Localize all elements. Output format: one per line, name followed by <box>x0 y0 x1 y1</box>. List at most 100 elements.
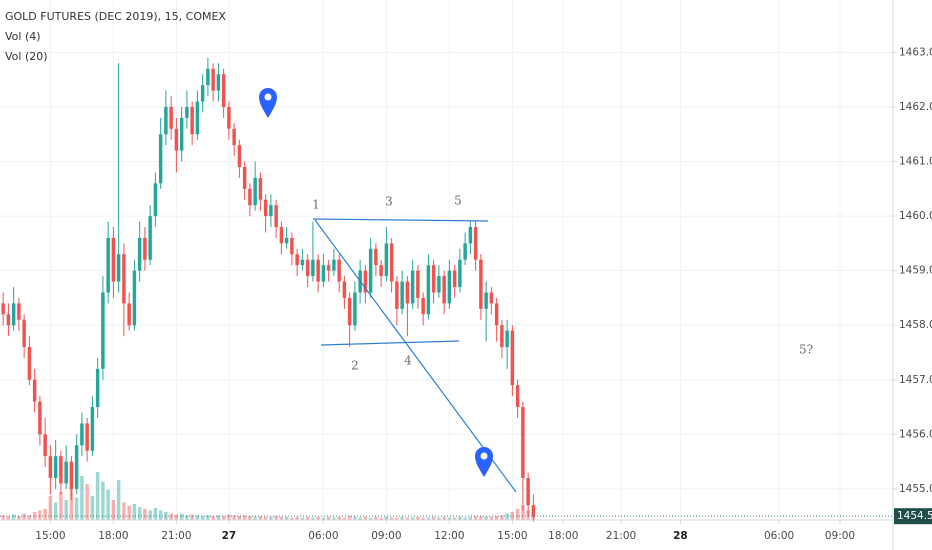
volume-bar <box>284 516 289 520</box>
annotation: 5? <box>799 343 813 357</box>
volume-bar <box>69 488 74 520</box>
candle-body <box>405 281 410 304</box>
volume-bar <box>38 510 42 520</box>
volume-bar <box>85 484 89 520</box>
volume-bar <box>22 513 26 520</box>
candle-body <box>137 237 142 271</box>
x-tick-label: 06:00 <box>764 530 794 542</box>
candle-body <box>421 297 425 315</box>
volume-bar <box>395 517 399 520</box>
volume-bar <box>353 516 357 520</box>
volume-bar <box>363 516 368 520</box>
candle-body <box>237 145 242 167</box>
volume-bar <box>489 516 494 520</box>
volume-bar <box>27 515 32 520</box>
candle-body <box>353 292 357 326</box>
candles <box>1 57 536 522</box>
candle-body <box>38 401 42 435</box>
volume-bar <box>374 516 378 520</box>
candle-body <box>69 461 74 489</box>
indicator-label: Vol (4) <box>5 30 41 43</box>
volume-bar <box>452 517 457 520</box>
y-tick-label: 1462.0 <box>899 101 932 113</box>
candle-body <box>6 314 11 326</box>
candle-body <box>431 265 436 293</box>
candle-body <box>305 259 310 277</box>
candle-body <box>48 456 53 478</box>
volume-bar <box>379 517 383 520</box>
volume-bar <box>90 496 95 520</box>
candle-body <box>274 205 278 227</box>
candle-body <box>347 297 352 326</box>
x-tick-label: 18:00 <box>98 530 128 542</box>
volume-bar <box>195 515 200 520</box>
volume-bar <box>426 517 431 520</box>
volume-bar <box>400 516 404 520</box>
volume-bar <box>185 515 189 520</box>
candle-body <box>531 505 536 517</box>
candle-body <box>389 243 394 282</box>
candle-body <box>332 259 336 271</box>
volume-bar <box>442 516 446 520</box>
volume-bar <box>274 516 278 520</box>
volume-bar <box>494 516 499 520</box>
last-price-box <box>894 508 932 525</box>
volume-bar <box>116 480 121 520</box>
candle-body <box>27 347 32 380</box>
x-tick-label: 09:00 <box>371 530 401 542</box>
volume-bar <box>521 505 525 520</box>
volume-bar <box>263 516 268 520</box>
candle-body <box>43 434 47 457</box>
candle-body <box>363 270 368 293</box>
candle-body <box>463 243 467 260</box>
candle-body <box>80 423 84 446</box>
volume-bar <box>410 517 415 520</box>
volume-bar <box>242 515 247 520</box>
volume-bar <box>190 514 194 520</box>
y-tick-label: 1456.0 <box>899 428 932 440</box>
volume-bar <box>232 515 236 520</box>
y-tick-label: 1459.0 <box>899 265 932 277</box>
volume-bar <box>53 502 58 520</box>
volume-bar <box>32 512 37 520</box>
volume-bar <box>515 508 520 520</box>
candle-body <box>494 303 499 326</box>
volume-bar <box>337 516 341 520</box>
candle-body <box>185 106 189 118</box>
volume-bar <box>295 516 299 520</box>
volume-bar <box>143 508 147 520</box>
volume-bar <box>17 516 21 520</box>
candle-body <box>374 248 378 266</box>
annotation: 1 <box>312 198 320 212</box>
x-tick-label: 21:00 <box>606 530 636 542</box>
indicator-label: Vol (20) <box>5 50 48 63</box>
candle-body <box>316 259 320 282</box>
candle-body <box>526 477 530 506</box>
volume-bar <box>148 510 152 520</box>
candle-body <box>232 128 236 146</box>
candle-body <box>242 166 247 189</box>
volume-bar <box>6 516 11 520</box>
candle-body <box>269 205 273 217</box>
candle-body <box>295 254 299 266</box>
volume-bar <box>347 516 352 520</box>
volume-bar <box>316 516 320 520</box>
annotation: 4 <box>404 354 412 368</box>
candle-body <box>148 216 152 260</box>
x-tick-label: 09:00 <box>825 530 855 542</box>
volume-bar <box>206 515 210 520</box>
volume-bar <box>431 516 436 520</box>
candle-body <box>279 226 284 244</box>
candle-body <box>416 270 420 298</box>
volume-bar <box>95 472 100 520</box>
candle-body <box>106 237 110 293</box>
candle-body <box>53 456 58 478</box>
volume-bar <box>479 516 483 520</box>
candle-body <box>111 237 116 282</box>
volume-bar <box>59 492 63 520</box>
volume-bar <box>216 515 221 520</box>
volume-bar <box>227 514 231 520</box>
candle-body <box>521 407 525 478</box>
candle-body <box>479 259 483 309</box>
